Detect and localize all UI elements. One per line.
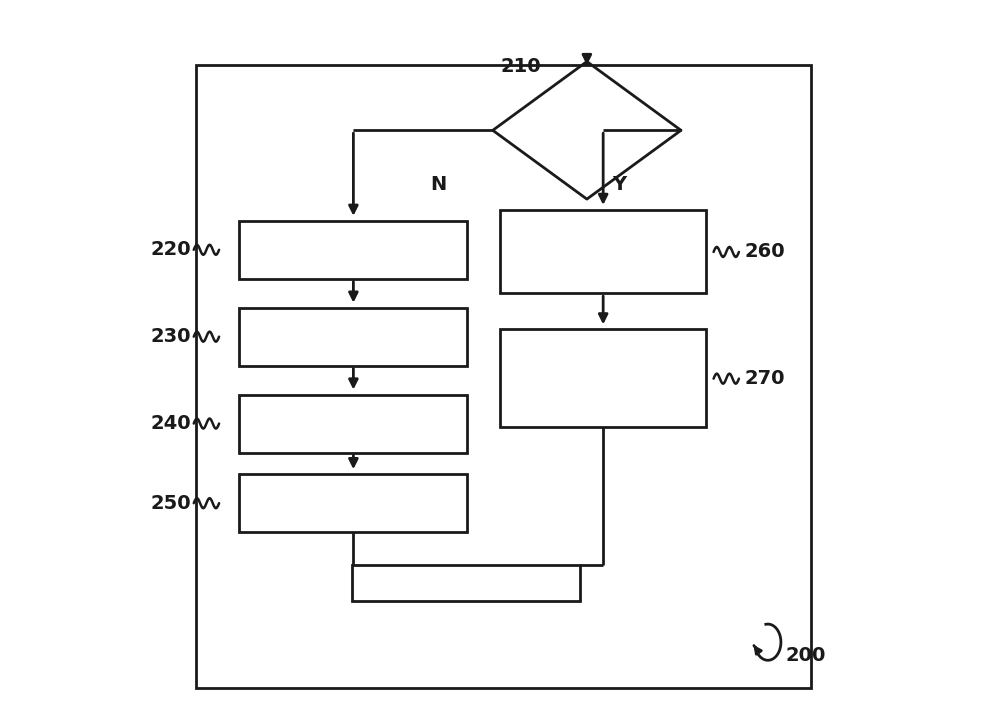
Text: 220: 220 bbox=[150, 240, 191, 259]
Text: N: N bbox=[430, 175, 447, 194]
Text: 270: 270 bbox=[745, 369, 785, 388]
Bar bbox=[500, 329, 706, 427]
Bar bbox=[239, 221, 467, 279]
Bar bbox=[196, 65, 811, 688]
Text: 200: 200 bbox=[786, 646, 826, 665]
Text: 250: 250 bbox=[150, 494, 191, 513]
Text: 260: 260 bbox=[745, 243, 785, 261]
Bar bbox=[352, 565, 580, 601]
Text: 210: 210 bbox=[500, 57, 541, 76]
Text: 230: 230 bbox=[150, 327, 191, 346]
Bar bbox=[239, 395, 467, 452]
Text: 240: 240 bbox=[150, 414, 191, 433]
Bar bbox=[500, 210, 706, 293]
Text: Y: Y bbox=[612, 175, 627, 194]
Bar bbox=[239, 308, 467, 366]
Bar bbox=[239, 474, 467, 532]
